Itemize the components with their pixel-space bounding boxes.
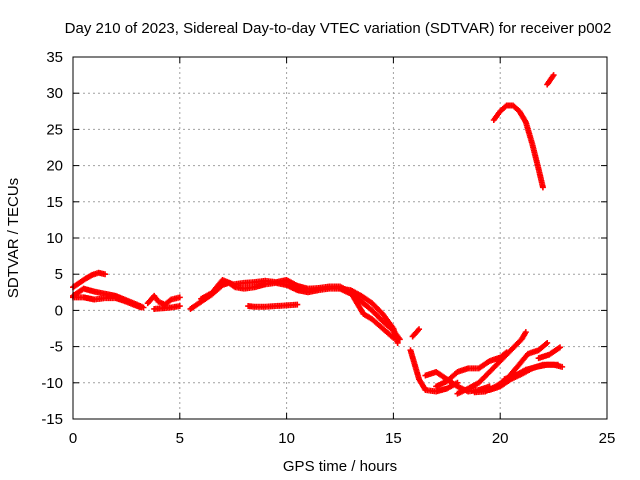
series-arc5: [151, 303, 183, 312]
series-arc6: [187, 279, 401, 346]
x-tick-label: 25: [599, 430, 616, 447]
x-axis-label: GPS time / hours: [283, 458, 397, 475]
x-tick-label: 0: [69, 430, 77, 447]
data-point: [539, 184, 546, 191]
data-point: [294, 301, 301, 308]
data-point: [176, 303, 183, 310]
grid-lines: [73, 57, 607, 419]
series-arc9: [337, 285, 403, 343]
x-tick-label: 20: [492, 430, 509, 447]
series-arc20: [544, 72, 557, 88]
y-tick-label: 20: [46, 158, 63, 175]
data-point: [102, 271, 109, 278]
series-arc14: [454, 329, 529, 397]
y-tick-label: -15: [41, 411, 63, 428]
data-point: [138, 304, 145, 311]
series-arc3: [70, 294, 145, 311]
chart-title: Day 210 of 2023, Sidereal Day-to-day VTE…: [65, 20, 612, 37]
data-point: [550, 72, 557, 79]
data-points: [70, 72, 566, 397]
x-tick-label: 15: [385, 430, 402, 447]
series-arc18: [535, 344, 564, 362]
y-tick-label: 15: [46, 194, 63, 211]
y-tick-label: 25: [46, 121, 63, 138]
y-tick-label: 0: [55, 302, 63, 319]
series-arc19: [490, 102, 546, 191]
y-tick-label: -10: [41, 375, 63, 392]
data-point: [390, 334, 397, 341]
data-point: [522, 329, 529, 336]
series-arc13: [433, 349, 510, 390]
data-point: [554, 361, 561, 368]
y-tick-label: -5: [50, 339, 63, 356]
series-arc10: [409, 326, 423, 340]
y-tick-label: 30: [46, 85, 63, 102]
series-arc4: [144, 292, 183, 308]
y-tick-label: 35: [46, 49, 63, 66]
data-point: [176, 294, 183, 301]
data-point: [416, 326, 423, 333]
data-point: [559, 363, 566, 370]
data-point: [544, 339, 551, 346]
y-axis-label: SDTVAR / TECUs: [5, 178, 22, 298]
series-arc17: [501, 361, 561, 383]
data-point: [557, 344, 564, 351]
data-point: [396, 336, 403, 343]
y-tick-label: 10: [46, 230, 63, 247]
data-point: [394, 339, 401, 346]
series-arc8: [245, 301, 301, 310]
axis-ticks: 0 5 10 15 20 25 35 30 25 20 15 10 5 0 -5 -10 -15: [41, 49, 615, 447]
x-tick-label: 10: [278, 430, 295, 447]
y-tick-label: 5: [55, 266, 63, 283]
x-tick-label: 5: [176, 430, 184, 447]
